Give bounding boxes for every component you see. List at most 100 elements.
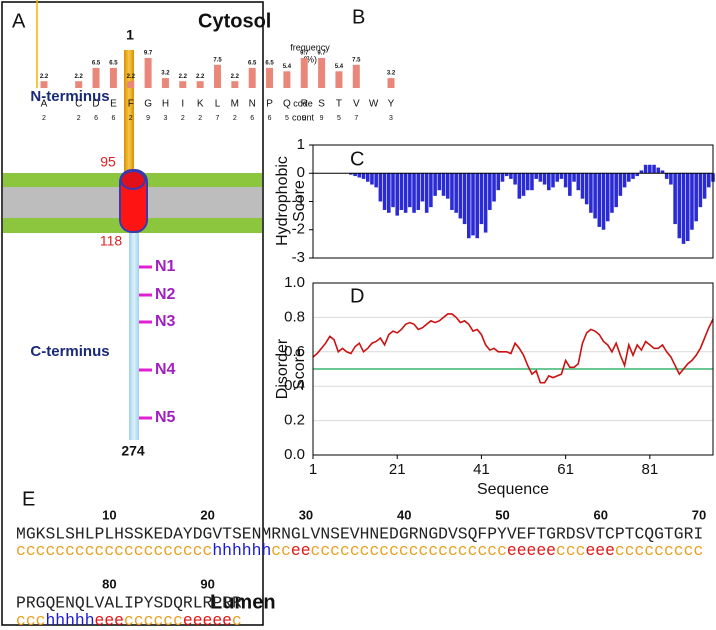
bar xyxy=(669,173,673,185)
bar xyxy=(462,173,467,225)
bar xyxy=(450,173,454,210)
structure-run: cccccccccccccccccccc xyxy=(311,541,507,560)
count-label: 7 xyxy=(216,115,220,122)
panel-frame xyxy=(1,1,264,626)
bar xyxy=(563,173,568,188)
bar xyxy=(589,173,593,213)
bar xyxy=(479,173,484,225)
bar xyxy=(555,173,559,182)
count-label: 6 xyxy=(268,115,272,122)
domain-label: C-terminus xyxy=(30,343,109,360)
ruler-number: 50 xyxy=(495,507,509,522)
count-label: 9 xyxy=(302,115,306,122)
bar xyxy=(365,173,370,182)
bar xyxy=(707,173,711,188)
bar xyxy=(488,173,492,210)
x-tick-label: D xyxy=(92,99,99,110)
bar xyxy=(127,81,135,88)
count-label: 7 xyxy=(354,115,358,122)
residue-number: 1 xyxy=(126,27,134,43)
bar xyxy=(357,173,362,178)
bar xyxy=(248,67,256,88)
y-axis-label: Score xyxy=(291,180,308,222)
ruler-number: 10 xyxy=(102,507,116,522)
bar xyxy=(374,173,378,188)
bar xyxy=(605,173,610,222)
bar xyxy=(403,173,408,213)
bar xyxy=(618,173,623,196)
count-label: 9 xyxy=(146,115,150,122)
bar xyxy=(568,173,572,196)
x-tick-label: K xyxy=(197,99,204,110)
ruler-number: 60 xyxy=(594,507,608,522)
bar xyxy=(643,164,648,174)
value-label: 6.5 xyxy=(265,60,274,66)
bar xyxy=(500,173,505,182)
value-label: 6.5 xyxy=(109,60,118,66)
site-label: N5 xyxy=(155,409,176,426)
bar xyxy=(399,173,404,210)
bar xyxy=(214,64,221,88)
bar xyxy=(408,173,412,208)
structure-run: c xyxy=(232,611,242,630)
x-tick-label: M xyxy=(231,99,239,110)
y-axis-label: frequency xyxy=(290,42,330,52)
bar xyxy=(382,173,387,210)
bar xyxy=(424,173,429,213)
x-tick-label: W xyxy=(369,99,379,110)
y-tick-label: 0.6 xyxy=(284,343,305,360)
y-axis-label: Disorder xyxy=(274,338,291,399)
bar xyxy=(378,173,383,202)
x-tick-label: T xyxy=(336,99,342,110)
bar xyxy=(352,64,360,88)
x-axis-label: Sequence xyxy=(477,481,549,498)
bar xyxy=(685,173,690,242)
bar xyxy=(92,67,100,88)
ruler-number: 70 xyxy=(692,507,706,522)
bar xyxy=(559,173,564,179)
structure-run: eeeee xyxy=(507,541,556,560)
x-tick-label: H xyxy=(162,99,169,110)
bar xyxy=(429,173,433,208)
bar xyxy=(467,173,471,239)
count-label: 6 xyxy=(94,115,98,122)
x-tick-label: 81 xyxy=(641,461,658,478)
bar xyxy=(538,173,543,182)
bar xyxy=(614,173,618,208)
x-tick-label: 41 xyxy=(473,461,490,478)
y-tick-label: 0.4 xyxy=(284,377,305,394)
bar xyxy=(702,173,707,199)
x-axis-label: code xyxy=(293,98,313,108)
bar xyxy=(416,173,421,210)
ruler-number: 30 xyxy=(299,507,313,522)
bar xyxy=(335,71,343,88)
x-tick-label: G xyxy=(144,99,152,110)
value-label: 9.7 xyxy=(300,51,309,57)
structure-run: ccc xyxy=(16,611,45,630)
bar xyxy=(492,173,496,202)
bar xyxy=(525,173,530,191)
count-label: 2 xyxy=(198,115,202,122)
sequence: PRGQENQLVALIPYSDQRLRPRR xyxy=(16,593,242,612)
bar xyxy=(664,173,669,179)
bar xyxy=(677,173,682,239)
bar xyxy=(433,173,437,196)
bar xyxy=(109,67,117,88)
ruler-number: 40 xyxy=(397,507,411,522)
count-label: 5 xyxy=(337,115,341,122)
y-axis-label: Score xyxy=(291,348,308,390)
bar xyxy=(196,81,204,88)
bar xyxy=(639,170,644,174)
bar xyxy=(475,173,479,239)
count-label: 2 xyxy=(129,115,133,122)
structure-run: ccccccccc xyxy=(615,541,703,560)
y-tick-label: 0 xyxy=(297,164,305,181)
bar xyxy=(496,173,501,191)
bar xyxy=(635,173,639,177)
value-label: 2.2 xyxy=(179,74,188,80)
x-tick-label: P xyxy=(266,99,273,110)
residue-number: 95 xyxy=(100,154,116,170)
bar xyxy=(471,173,475,236)
y-tick-label: -1 xyxy=(292,192,305,209)
data-line xyxy=(312,313,714,384)
